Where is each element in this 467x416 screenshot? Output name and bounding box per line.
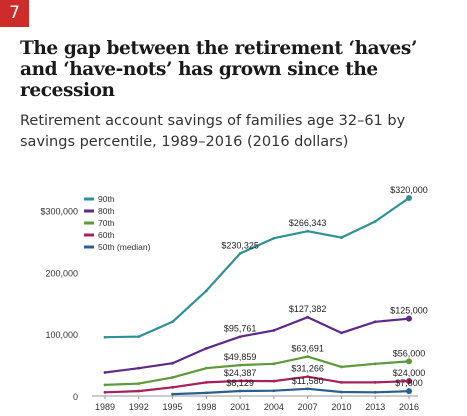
x-tick-label: 1989 [95, 402, 115, 412]
series-end-marker [406, 378, 412, 385]
data-label: $63,691 [291, 344, 324, 354]
data-point [204, 380, 208, 384]
data-label: $24,387 [224, 368, 257, 378]
data-label: $320,000 [390, 185, 428, 195]
x-tick-label: 2010 [331, 402, 351, 412]
chart-subheadline: Retirement account savings of families a… [20, 113, 406, 150]
y-tick-label: 200,000 [45, 268, 78, 278]
data-point [373, 362, 377, 366]
data-point [373, 220, 377, 223]
data-label: $266,343 [289, 218, 327, 228]
x-tick-label: 1992 [129, 402, 149, 412]
x-tick-label: 2013 [365, 402, 385, 412]
legend-label: 80th [98, 206, 115, 216]
data-point [171, 320, 174, 324]
data-point [171, 392, 174, 396]
data-point [340, 365, 343, 369]
data-point [103, 390, 107, 394]
data-point [238, 252, 242, 255]
data-point [373, 390, 377, 394]
data-point [171, 361, 174, 365]
legend-label: 60th [98, 230, 115, 240]
data-point [306, 355, 310, 358]
data-point [340, 380, 343, 384]
data-point [306, 387, 310, 391]
data-point [171, 385, 174, 389]
data-label: $127,382 [289, 304, 327, 314]
data-label: $11,580 [292, 376, 324, 386]
series-end-marker [406, 315, 412, 322]
data-point [103, 335, 107, 339]
data-point [171, 376, 174, 379]
data-point [272, 389, 276, 393]
data-point [340, 390, 343, 394]
data-point [137, 382, 141, 386]
data-point [103, 383, 107, 387]
x-tick-label: 1995 [163, 402, 183, 412]
data-point [340, 236, 343, 240]
data-point [137, 389, 141, 393]
data-point [306, 375, 310, 379]
x-tick-label: 2001 [230, 402, 250, 412]
data-point [238, 389, 242, 393]
x-tick-label: 2004 [264, 402, 284, 412]
series-end-marker [406, 195, 412, 201]
x-tick-label: 2016 [399, 402, 419, 412]
data-point [238, 335, 242, 339]
data-point [204, 346, 208, 350]
data-point [272, 379, 276, 383]
data-point [204, 391, 208, 395]
data-label: $95,761 [224, 324, 257, 334]
data-point [306, 229, 310, 233]
data-label: $125,000 [390, 306, 428, 316]
series-line-4 [171, 387, 411, 396]
data-label: $7,800 [395, 378, 423, 388]
data-label: $49,859 [224, 352, 257, 362]
chart-headline: The gap between the retirement ‘haves’ a… [20, 38, 417, 101]
data-point [238, 363, 242, 367]
data-point [204, 289, 208, 293]
data-label: $56,000 [393, 348, 426, 358]
x-tick-label: 2007 [298, 402, 318, 412]
series-line-2 [103, 355, 411, 386]
data-point [272, 362, 276, 366]
data-point [204, 366, 208, 370]
y-tick-label: 0 [73, 392, 78, 402]
data-point [238, 379, 242, 383]
data-label: $31,266 [291, 364, 324, 374]
data-label: $24,000 [393, 368, 426, 378]
data-point [373, 380, 377, 384]
data-point [306, 315, 310, 319]
figure-number-badge: 7 [0, 0, 29, 27]
data-point [137, 335, 141, 338]
series-end-marker [406, 358, 412, 365]
series-line-1 [103, 316, 411, 374]
data-point [103, 371, 107, 374]
data-point [272, 236, 276, 240]
series-end-marker [406, 388, 412, 395]
y-tick-label: 100,000 [45, 330, 78, 340]
data-point [272, 329, 276, 332]
legend-label: 50th (median) [98, 242, 151, 252]
series-line-3 [103, 375, 411, 394]
data-point [137, 366, 141, 370]
y-tick-label: $300,000 [40, 206, 78, 216]
legend-label: 70th [98, 218, 115, 228]
data-point [340, 331, 343, 335]
legend-label: 90th [98, 194, 115, 204]
data-label: $8,129 [226, 378, 254, 388]
x-tick-label: 1998 [196, 402, 216, 412]
series-line-0 [103, 196, 411, 339]
data-label: $230,325 [221, 240, 259, 250]
data-point [373, 320, 377, 324]
